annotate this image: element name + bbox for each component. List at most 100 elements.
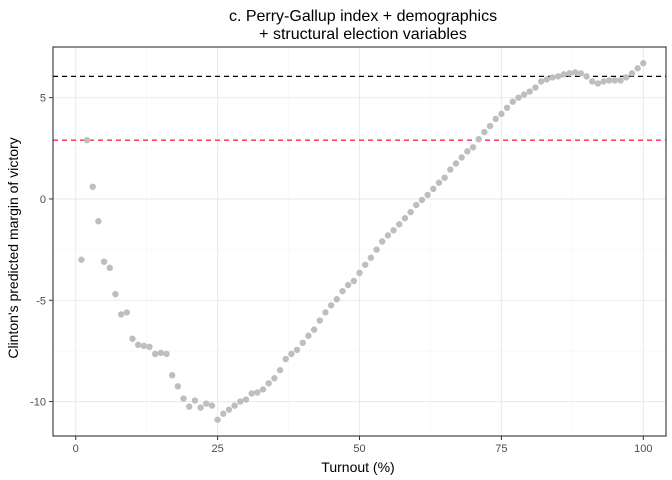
data-points [78, 60, 647, 423]
data-point [134, 341, 142, 349]
data-point [594, 80, 602, 87]
data-point [151, 350, 159, 358]
data-point [537, 78, 545, 85]
data-point [492, 115, 499, 123]
data-point [396, 221, 403, 228]
data-point [344, 281, 352, 289]
data-point [401, 215, 409, 222]
data-point [475, 135, 482, 143]
data-point [123, 309, 130, 316]
data-point [140, 342, 148, 350]
data-point [333, 296, 340, 303]
data-point [168, 372, 176, 379]
data-point [628, 70, 636, 77]
data-point [78, 256, 85, 263]
data-point [242, 396, 250, 403]
x-axis-title: Turnout (%) [321, 459, 394, 475]
data-point [186, 403, 193, 410]
y-tick-label: -5 [36, 295, 46, 307]
data-point [486, 122, 494, 130]
x-tick-label: 0 [73, 443, 79, 455]
data-point [526, 88, 533, 95]
data-point [464, 148, 471, 155]
data-point [532, 84, 539, 91]
data-point [441, 174, 448, 181]
y-tick-label: -10 [30, 397, 46, 409]
y-axis-title: Clinton's predicted margin of victory [5, 137, 21, 358]
data-point [566, 70, 573, 77]
y-tick-label: 5 [40, 93, 46, 105]
data-point [117, 311, 125, 318]
data-point [95, 218, 102, 225]
data-point [146, 343, 153, 351]
data-point [481, 128, 488, 136]
data-point [254, 389, 261, 396]
data-point [191, 397, 199, 404]
data-point [390, 227, 397, 234]
data-point [554, 73, 562, 80]
data-point [299, 339, 306, 347]
x-tick-label: 75 [495, 443, 507, 455]
data-point [560, 71, 568, 78]
data-point [231, 402, 238, 409]
data-point [112, 290, 119, 298]
data-point [203, 400, 210, 407]
data-point [220, 410, 227, 417]
data-point [106, 264, 113, 272]
data-point [350, 277, 358, 285]
data-point [430, 185, 437, 193]
data-point [367, 254, 375, 261]
data-point [276, 366, 284, 374]
data-point [248, 390, 255, 397]
data-point [322, 309, 329, 316]
data-point [214, 416, 221, 423]
data-point [606, 77, 613, 84]
data-point [413, 201, 420, 209]
data-point [163, 350, 170, 358]
data-point [435, 179, 443, 186]
data-point [83, 136, 91, 144]
data-point [327, 302, 335, 309]
data-point [89, 183, 96, 190]
data-point [600, 78, 607, 85]
data-point [180, 395, 187, 402]
data-point [384, 232, 392, 239]
data-point [288, 350, 295, 358]
data-point [310, 326, 318, 333]
data-point [617, 77, 624, 84]
data-point [379, 238, 386, 245]
data-point [634, 65, 641, 72]
data-point [174, 383, 182, 390]
x-tick-label: 100 [634, 443, 652, 455]
data-point [208, 402, 216, 409]
data-point [571, 69, 579, 76]
data-point [509, 98, 516, 105]
data-point [129, 335, 136, 342]
x-axis-ticks: 0 25 50 75 100 [73, 436, 652, 455]
data-point [339, 287, 346, 295]
data-point [589, 78, 596, 85]
data-point [265, 380, 272, 387]
data-point [452, 160, 460, 167]
data-point [197, 404, 204, 411]
data-point [237, 398, 244, 405]
data-point [611, 77, 619, 84]
data-point [373, 246, 380, 253]
data-point [469, 144, 477, 151]
chart-title-line-2: + structural election variables [259, 26, 467, 43]
data-point [418, 196, 426, 204]
data-point [549, 74, 556, 81]
grid [53, 46, 666, 436]
data-point [640, 60, 647, 67]
data-point [282, 355, 289, 363]
data-point [503, 104, 511, 111]
data-point [100, 258, 108, 265]
data-point [356, 269, 363, 277]
data-point [498, 110, 505, 118]
data-point [577, 70, 585, 77]
data-point [293, 346, 301, 354]
x-tick-label: 25 [211, 443, 223, 455]
data-point [623, 74, 630, 81]
data-point [259, 386, 267, 393]
